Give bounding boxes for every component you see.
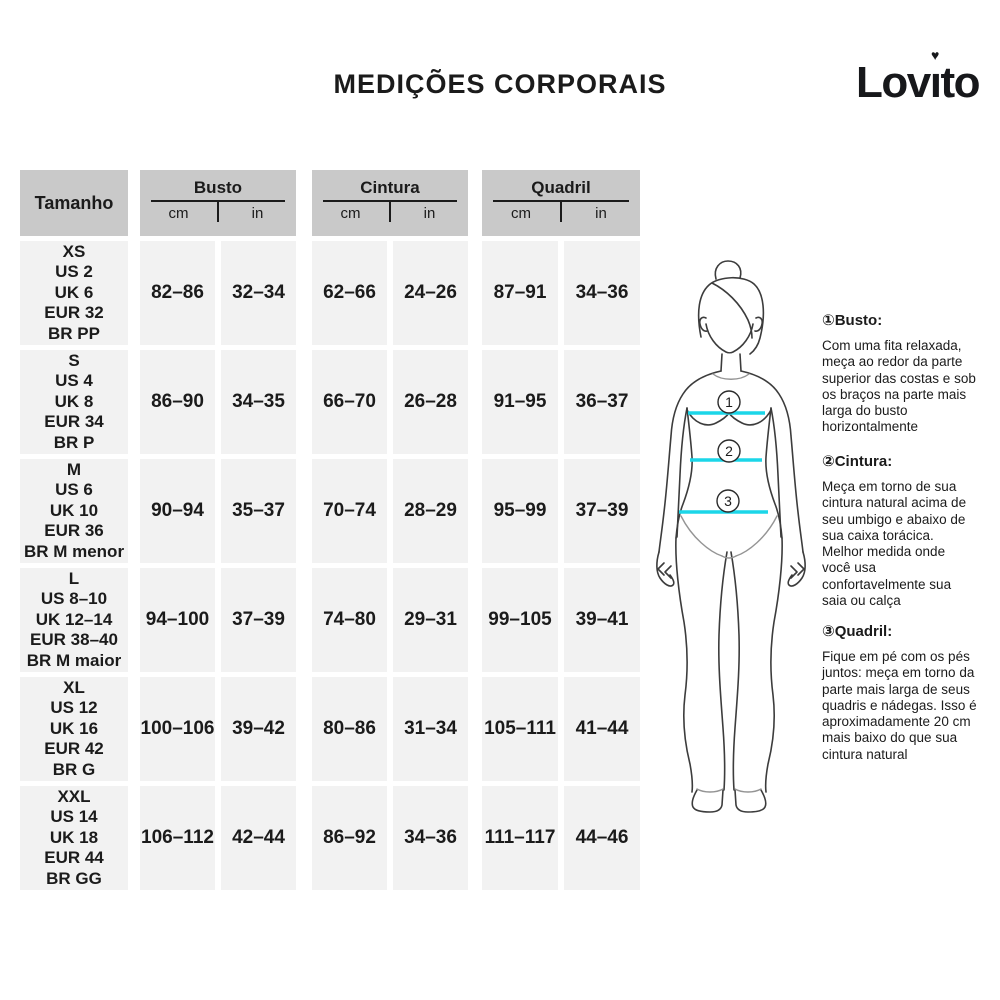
unit-cm-label: cm <box>511 205 531 222</box>
cintura-cm-value: 62–66 <box>312 241 387 345</box>
quadril-cm-value: 111–117 <box>482 786 558 890</box>
busto-instructions: ①Busto: Com uma fita relaxada, meça ao r… <box>822 311 1000 436</box>
table-row-l: L US 8–10 UK 12–14 EUR 38–40 BR M maior … <box>20 568 642 672</box>
page-title: MEDIÇÕES CORPORAIS <box>333 69 667 99</box>
marker-number-3: 3 <box>724 493 732 509</box>
marker-number-2: 2 <box>725 443 733 459</box>
table-row-xs: XS US 2 UK 6 EUR 32 BR PP 82–86 32–34 62… <box>20 241 642 345</box>
quadril-instructions-heading: ③Quadril: <box>822 623 893 640</box>
logo-text-pre: Lov <box>856 58 931 107</box>
busto-instructions-heading: ①Busto: <box>822 312 883 329</box>
busto-cm-value: 94–100 <box>140 568 215 672</box>
cintura-cm-value: 66–70 <box>312 350 387 454</box>
busto-in-value: 35–37 <box>221 459 296 563</box>
cintura-units: cm in <box>312 202 468 222</box>
quadril-in-value: 39–41 <box>564 568 640 672</box>
quadril-column-header: Quadril cm in <box>482 170 640 236</box>
quadril-cm-value: 105–111 <box>482 677 558 781</box>
cintura-in-value: 31–34 <box>393 677 468 781</box>
cintura-in-value: 34–36 <box>393 786 468 890</box>
cintura-in-value: 28–29 <box>393 459 468 563</box>
cintura-instructions-heading: ②Cintura: <box>822 453 893 470</box>
table-header-row: Tamanho Busto cm in Cintura cm in <box>20 170 642 236</box>
cintura-in-value: 24–26 <box>393 241 468 345</box>
size-cell: M US 6 UK 10 EUR 36 BR M menor <box>20 459 128 563</box>
marker-circle-2 <box>717 439 741 463</box>
size-table: Tamanho Busto cm in Cintura cm in <box>20 170 642 890</box>
quadril-instructions-body: Fique em pé com os pés juntos: meça em t… <box>822 649 977 762</box>
marker-number-1: 1 <box>725 394 733 410</box>
cintura-cm-value: 74–80 <box>312 568 387 672</box>
quadril-units: cm in <box>482 202 640 222</box>
table-row-xxl: XXL US 14 UK 18 EUR 44 BR GG 106–112 42–… <box>20 786 642 890</box>
header-rule <box>151 200 285 202</box>
table-row-s: S US 4 UK 8 EUR 34 BR P 86–90 34–35 66–7… <box>20 350 642 454</box>
busto-in-value: 39–42 <box>221 677 296 781</box>
body-outline <box>656 260 806 813</box>
marker-circle-3 <box>716 489 740 513</box>
size-cell: L US 8–10 UK 12–14 EUR 38–40 BR M maior <box>20 568 128 672</box>
cintura-instructions: ②Cintura: Meça em torno de sua cintura n… <box>822 452 1000 609</box>
cintura-label: Cintura <box>360 178 420 197</box>
busto-in-value: 34–35 <box>221 350 296 454</box>
header-rule <box>493 200 629 202</box>
quadril-in-value: 41–44 <box>564 677 640 781</box>
cintura-in-value: 29–31 <box>393 568 468 672</box>
quadril-instructions: ③Quadril: Fique em pé com os pés juntos:… <box>822 622 1000 763</box>
unit-cm-label: cm <box>340 205 361 222</box>
busto-in-value: 37–39 <box>221 568 296 672</box>
quadril-cm-value: 87–91 <box>482 241 558 345</box>
cintura-column-header: Cintura cm in <box>312 170 468 236</box>
unit-divider <box>217 202 219 222</box>
busto-label: Busto <box>193 178 243 197</box>
cintura-cm-value: 80–86 <box>312 677 387 781</box>
size-cell: XL US 12 UK 16 EUR 42 BR G <box>20 677 128 781</box>
logo-letter-i: ı ♥ <box>929 47 942 107</box>
busto-cm-value: 86–90 <box>140 350 215 454</box>
lovito-logo: Lovı ♥ to <box>856 47 980 108</box>
table-row-xl: XL US 12 UK 16 EUR 42 BR G 100–106 39–42… <box>20 677 642 781</box>
busto-cm-value: 90–94 <box>140 459 215 563</box>
quadril-label: Quadril <box>531 178 591 197</box>
busto-instructions-body: Com uma fita relaxada, meça ao redor da … <box>822 338 976 435</box>
cintura-cm-value: 86–92 <box>312 786 387 890</box>
header-rule <box>323 200 457 202</box>
busto-cm-value: 100–106 <box>140 677 215 781</box>
logo-text-post: to <box>940 58 980 107</box>
marker-circle-1 <box>717 390 741 414</box>
body-figure-illustration: 1 2 3 <box>656 260 806 813</box>
size-cell: XXL US 14 UK 18 EUR 44 BR GG <box>20 786 128 890</box>
quadril-in-value: 36–37 <box>564 350 640 454</box>
quadril-cm-value: 99–105 <box>482 568 558 672</box>
unit-divider <box>389 202 391 222</box>
quadril-in-value: 34–36 <box>564 241 640 345</box>
size-cell: S US 4 UK 8 EUR 34 BR P <box>20 350 128 454</box>
cintura-in-value: 26–28 <box>393 350 468 454</box>
quadril-cm-value: 91–95 <box>482 350 558 454</box>
unit-divider <box>560 202 562 222</box>
unit-in-label: in <box>595 205 607 222</box>
busto-column-header: Busto cm in <box>140 170 296 236</box>
table-row-m: M US 6 UK 10 EUR 36 BR M menor 90–94 35–… <box>20 459 642 563</box>
size-column-header: Tamanho <box>20 170 128 236</box>
busto-cm-value: 106–112 <box>140 786 215 890</box>
unit-cm-label: cm <box>168 205 189 222</box>
busto-in-value: 32–34 <box>221 241 296 345</box>
cintura-cm-value: 70–74 <box>312 459 387 563</box>
quadril-in-value: 37–39 <box>564 459 640 563</box>
quadril-in-value: 44–46 <box>564 786 640 890</box>
size-cell: XS US 2 UK 6 EUR 32 BR PP <box>20 241 128 345</box>
unit-in-label: in <box>423 205 436 222</box>
unit-in-label: in <box>251 205 264 222</box>
quadril-cm-value: 95–99 <box>482 459 558 563</box>
cintura-instructions-body: Meça em torno de sua cintura natural aci… <box>822 479 967 609</box>
busto-in-value: 42–44 <box>221 786 296 890</box>
busto-cm-value: 82–86 <box>140 241 215 345</box>
body-detail-lines <box>680 373 778 793</box>
heart-dot-icon: ♥ <box>930 47 940 63</box>
busto-units: cm in <box>140 202 296 222</box>
